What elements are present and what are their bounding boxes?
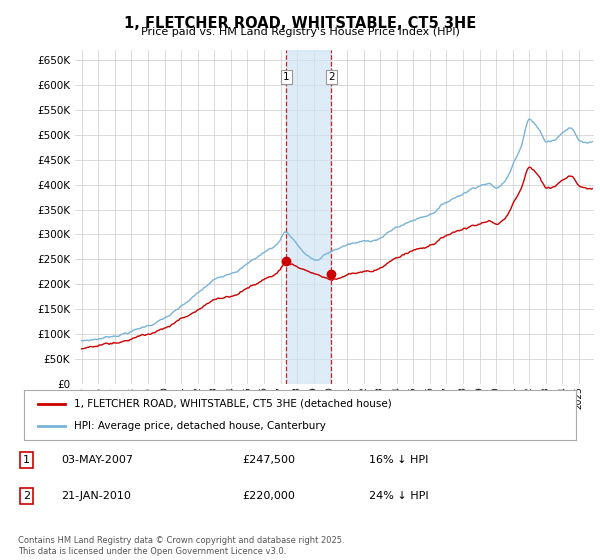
Text: Price paid vs. HM Land Registry's House Price Index (HPI): Price paid vs. HM Land Registry's House … bbox=[140, 27, 460, 37]
Text: £220,000: £220,000 bbox=[242, 491, 295, 501]
Text: 1: 1 bbox=[283, 72, 290, 82]
Text: 16% ↓ HPI: 16% ↓ HPI bbox=[369, 455, 428, 465]
Text: 1, FLETCHER ROAD, WHITSTABLE, CT5 3HE (detached house): 1, FLETCHER ROAD, WHITSTABLE, CT5 3HE (d… bbox=[74, 399, 391, 409]
Text: 2: 2 bbox=[23, 491, 30, 501]
Text: 2: 2 bbox=[328, 72, 334, 82]
Text: 24% ↓ HPI: 24% ↓ HPI bbox=[369, 491, 429, 501]
Text: Contains HM Land Registry data © Crown copyright and database right 2025.
This d: Contains HM Land Registry data © Crown c… bbox=[18, 536, 344, 556]
Text: 1, FLETCHER ROAD, WHITSTABLE, CT5 3HE: 1, FLETCHER ROAD, WHITSTABLE, CT5 3HE bbox=[124, 16, 476, 31]
Text: HPI: Average price, detached house, Canterbury: HPI: Average price, detached house, Cant… bbox=[74, 421, 326, 431]
Bar bbox=[286, 50, 331, 384]
Text: 03-MAY-2007: 03-MAY-2007 bbox=[61, 455, 133, 465]
Text: 21-JAN-2010: 21-JAN-2010 bbox=[61, 491, 131, 501]
Text: £247,500: £247,500 bbox=[242, 455, 295, 465]
Text: 1: 1 bbox=[23, 455, 30, 465]
